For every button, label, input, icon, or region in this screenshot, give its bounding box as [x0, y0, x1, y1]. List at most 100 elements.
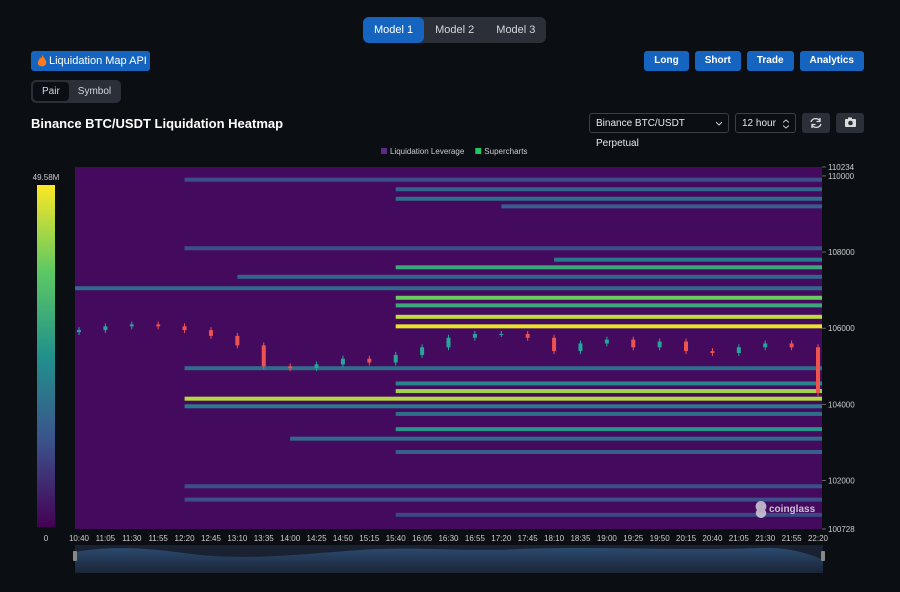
liquidation-band: [554, 257, 822, 262]
nav-button[interactable]: Trade: [746, 51, 794, 71]
x-tick-label: 15:40: [386, 534, 407, 543]
y-tick-label: 108000: [828, 248, 855, 257]
candle: [789, 343, 794, 348]
colorbar-label: 49.58M: [33, 173, 60, 182]
nav-button[interactable]: Short: [694, 51, 741, 71]
x-tick-label: 15:15: [359, 534, 380, 543]
exchange-select[interactable]: Binance BTC/USDT Perpetual: [589, 113, 729, 149]
legend: Liquidation Leverage Supercharts: [381, 147, 527, 156]
exchange-value: Binance BTC/USDT Perpetual: [596, 118, 685, 149]
x-tick-label: 14:00: [280, 534, 301, 543]
toggle-option[interactable]: Symbol: [77, 86, 112, 97]
legend-swatch: [475, 148, 482, 154]
x-tick-label: 22:20: [808, 534, 829, 543]
screenshot-button[interactable]: [836, 113, 864, 133]
x-tick-label: 17:45: [518, 534, 539, 543]
x-tick-label: 17:20: [491, 534, 512, 543]
liquidation-band: [395, 389, 822, 394]
liquidation-band: [237, 274, 822, 279]
x-tick-label: 12:45: [201, 534, 222, 543]
plot-area: 100728 102000 104000 106000 108000 1100001102…: [33, 163, 856, 543]
model-tabs: Model 1 Model 2 Model 3: [363, 17, 547, 43]
candle: [261, 345, 266, 367]
candle: [499, 333, 504, 335]
x-tick-label: 21:05: [729, 534, 750, 543]
model-tab[interactable]: Model 1: [363, 17, 425, 43]
api-label: Liquidation Map API: [49, 55, 147, 67]
liquidation-band: [501, 204, 822, 209]
x-tick-label: 19:50: [650, 534, 671, 543]
candle: [420, 347, 425, 355]
liquidation-band: [395, 295, 822, 300]
api-button[interactable]: Liquidation Map API: [31, 51, 150, 71]
candle: [208, 330, 213, 336]
candle: [552, 337, 557, 352]
candle: [604, 339, 609, 344]
candle: [235, 335, 240, 346]
candle: [578, 343, 583, 352]
candle: [77, 330, 81, 333]
liquidation-band: [184, 366, 823, 371]
x-tick-label: 19:25: [623, 534, 644, 543]
liquidation-band: [184, 246, 823, 251]
liquidation-band: [75, 286, 822, 291]
refresh-button[interactable]: [802, 113, 830, 133]
liquidation-band: [184, 177, 823, 182]
liquidation-band: [395, 265, 822, 270]
model-tab[interactable]: Model 3: [496, 24, 536, 36]
navigator-handle[interactable]: [73, 551, 77, 561]
y-tick-label: 110234: [828, 163, 855, 172]
liquidation-band: [395, 187, 822, 192]
liquidation-band: [395, 381, 822, 386]
nav-button[interactable]: Analytics: [799, 51, 864, 71]
navigator-handle[interactable]: [821, 551, 825, 561]
candle: [314, 364, 319, 369]
liquidation-band: [395, 303, 822, 308]
legend-swatch: [381, 148, 387, 154]
toggle-option[interactable]: Pair: [33, 82, 69, 101]
nav-button[interactable]: Long: [644, 51, 689, 71]
x-tick-label: 16:30: [438, 534, 459, 543]
chevron-icon: [716, 121, 722, 126]
x-tick-label: 13:10: [227, 534, 248, 543]
candle: [103, 326, 108, 331]
x-tick-label: 16:05: [412, 534, 433, 543]
watermark-logo: [755, 501, 767, 518]
heatmap-chart: Liquidation Leverage Supercharts 10072810…: [33, 147, 856, 573]
x-tick-label: 13:35: [254, 534, 275, 543]
liquidation-band: [395, 196, 822, 201]
x-tick-label: 14:50: [333, 534, 354, 543]
x-tick-label: 11:55: [148, 534, 168, 543]
candle: [393, 354, 398, 363]
pair-toggle: Pair Symbol: [31, 80, 121, 103]
navigator: [73, 545, 825, 573]
camera-icon: [845, 117, 856, 127]
candle: [472, 333, 477, 338]
candle: [340, 358, 345, 365]
liquidation-band: [184, 484, 823, 489]
y-tick-label: 110000: [828, 172, 855, 181]
liquidation-band: [184, 497, 823, 502]
candle: [182, 326, 187, 331]
x-tick-label: 14:25: [307, 534, 328, 543]
interval-value: 12 hour: [742, 118, 776, 129]
legend-label: Supercharts: [484, 147, 527, 156]
y-tick-label: 106000: [828, 324, 855, 333]
candle: [763, 343, 768, 348]
x-tick-label: 18:35: [570, 534, 591, 543]
x-tick-label: 11:05: [96, 534, 116, 543]
y-tick-label: 104000: [828, 400, 855, 409]
watermark: coinglass: [769, 504, 816, 515]
model-tab[interactable]: Model 2: [435, 24, 475, 36]
x-tick-label: 20:15: [676, 534, 697, 543]
candle: [367, 358, 372, 363]
liquidation-band: [184, 396, 823, 401]
colorbar: [37, 185, 55, 527]
x-tick-label: 18:10: [544, 534, 565, 543]
liquidation-band: [395, 314, 822, 319]
y-tick-label: 102000: [828, 477, 855, 486]
x-tick-label: 11:30: [122, 534, 142, 543]
interval-select[interactable]: 12 hour: [735, 113, 796, 133]
candle: [129, 324, 134, 327]
